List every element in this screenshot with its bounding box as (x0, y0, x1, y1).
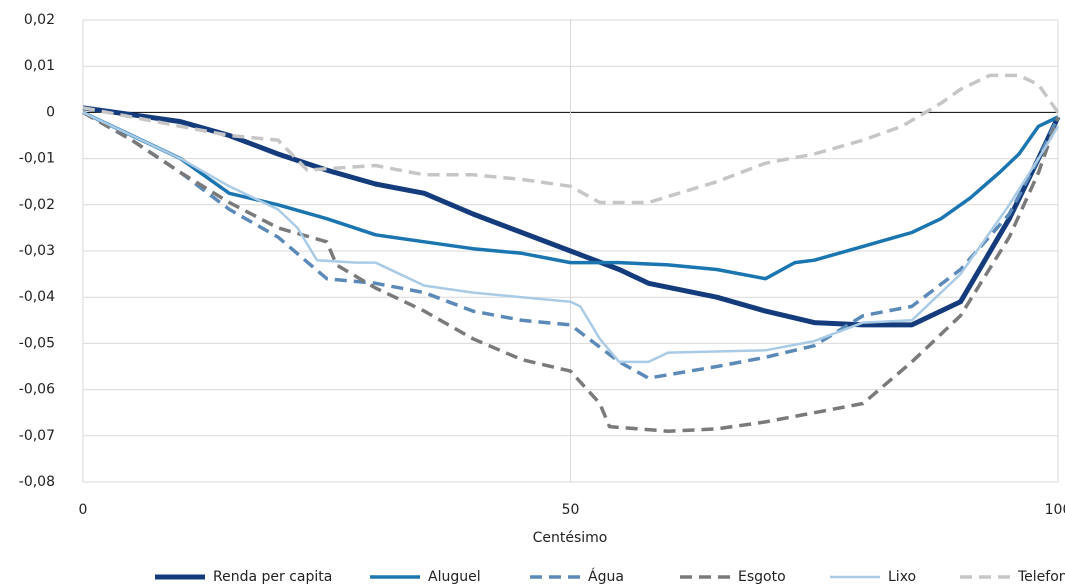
x-tick-label: 50 (562, 502, 580, 518)
series-line (82, 110, 1060, 433)
x-axis-label: Centésimo (533, 530, 608, 546)
legend-label: Água (588, 568, 624, 585)
y-tick-label: -0,02 (19, 197, 55, 213)
y-tick-label: 0,02 (24, 12, 55, 28)
x-tick-label: 100 (1045, 502, 1065, 518)
legend-label: Aluguel (428, 569, 481, 585)
y-tick-label: -0,05 (19, 335, 55, 351)
y-tick-label: -0,07 (19, 428, 55, 444)
series-line (82, 110, 1060, 380)
y-tick-label: -0,08 (19, 474, 55, 490)
series-line (82, 111, 1060, 364)
x-tick-label: 0 (79, 502, 88, 518)
y-tick-label: -0,06 (19, 382, 55, 398)
y-tick-label: 0 (46, 104, 55, 120)
y-tick-label: -0,01 (19, 151, 55, 167)
y-tick-label: -0,04 (19, 289, 55, 305)
legend-label: Esgoto (738, 569, 786, 585)
series-line (82, 105, 1061, 328)
legend-label: Renda per capita (213, 569, 332, 585)
series-line (82, 110, 1059, 281)
series-line (82, 73, 1060, 205)
y-tick-label: 0,01 (24, 58, 55, 74)
legend-label: Lixo (888, 569, 916, 585)
y-tick-label: -0,03 (19, 243, 55, 259)
legend-label: Telefone (1017, 569, 1065, 585)
